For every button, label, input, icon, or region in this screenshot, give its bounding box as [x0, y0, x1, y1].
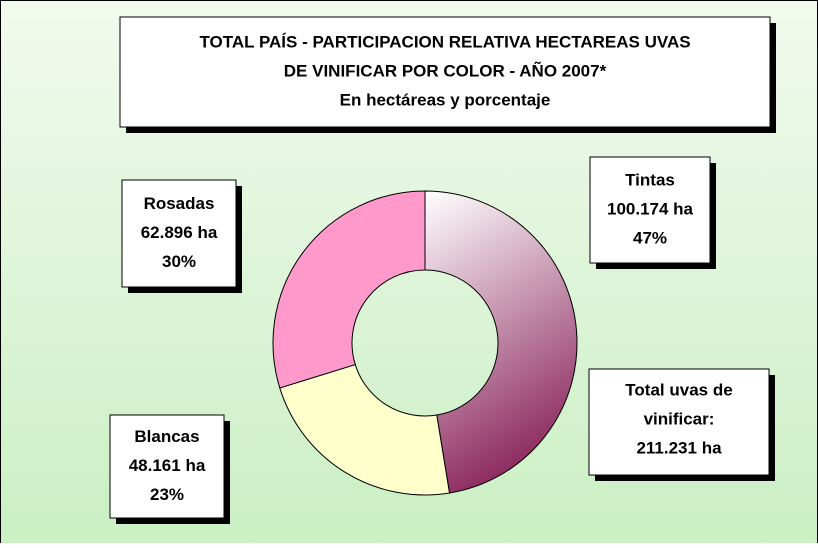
chart-subtitle: En hectáreas y porcentaje [340, 90, 551, 109]
percent-label: 30% [162, 252, 196, 271]
title-box [119, 16, 771, 128]
donut [272, 190, 578, 496]
label-box [121, 179, 237, 288]
donut-slice [272, 190, 426, 389]
chart-title: DE VINIFICAR POR COLOR - AÑO 2007* [284, 60, 607, 80]
slice-label: Rosadas [144, 194, 215, 213]
total-label: vinificar: [644, 409, 715, 428]
chart-title: TOTAL PAÍS - PARTICIPACION RELATIVA HECT… [199, 32, 690, 51]
total-label: Total uvas de [625, 380, 732, 399]
donut-slice [279, 363, 451, 496]
percent-label: 47% [633, 228, 667, 247]
value-label: 62.896 ha [141, 223, 218, 242]
total-value: 211.231 ha [636, 438, 722, 457]
total-box [588, 368, 770, 476]
label-box [589, 156, 711, 264]
slice-label: Tintas [625, 170, 675, 189]
percent-label: 23% [150, 485, 184, 504]
value-label: 48.161 ha [129, 456, 206, 475]
donut-slice [424, 190, 578, 494]
slice-label: Blancas [134, 427, 199, 446]
value-label: 100.174 ha [607, 199, 694, 218]
label-box [109, 414, 225, 519]
